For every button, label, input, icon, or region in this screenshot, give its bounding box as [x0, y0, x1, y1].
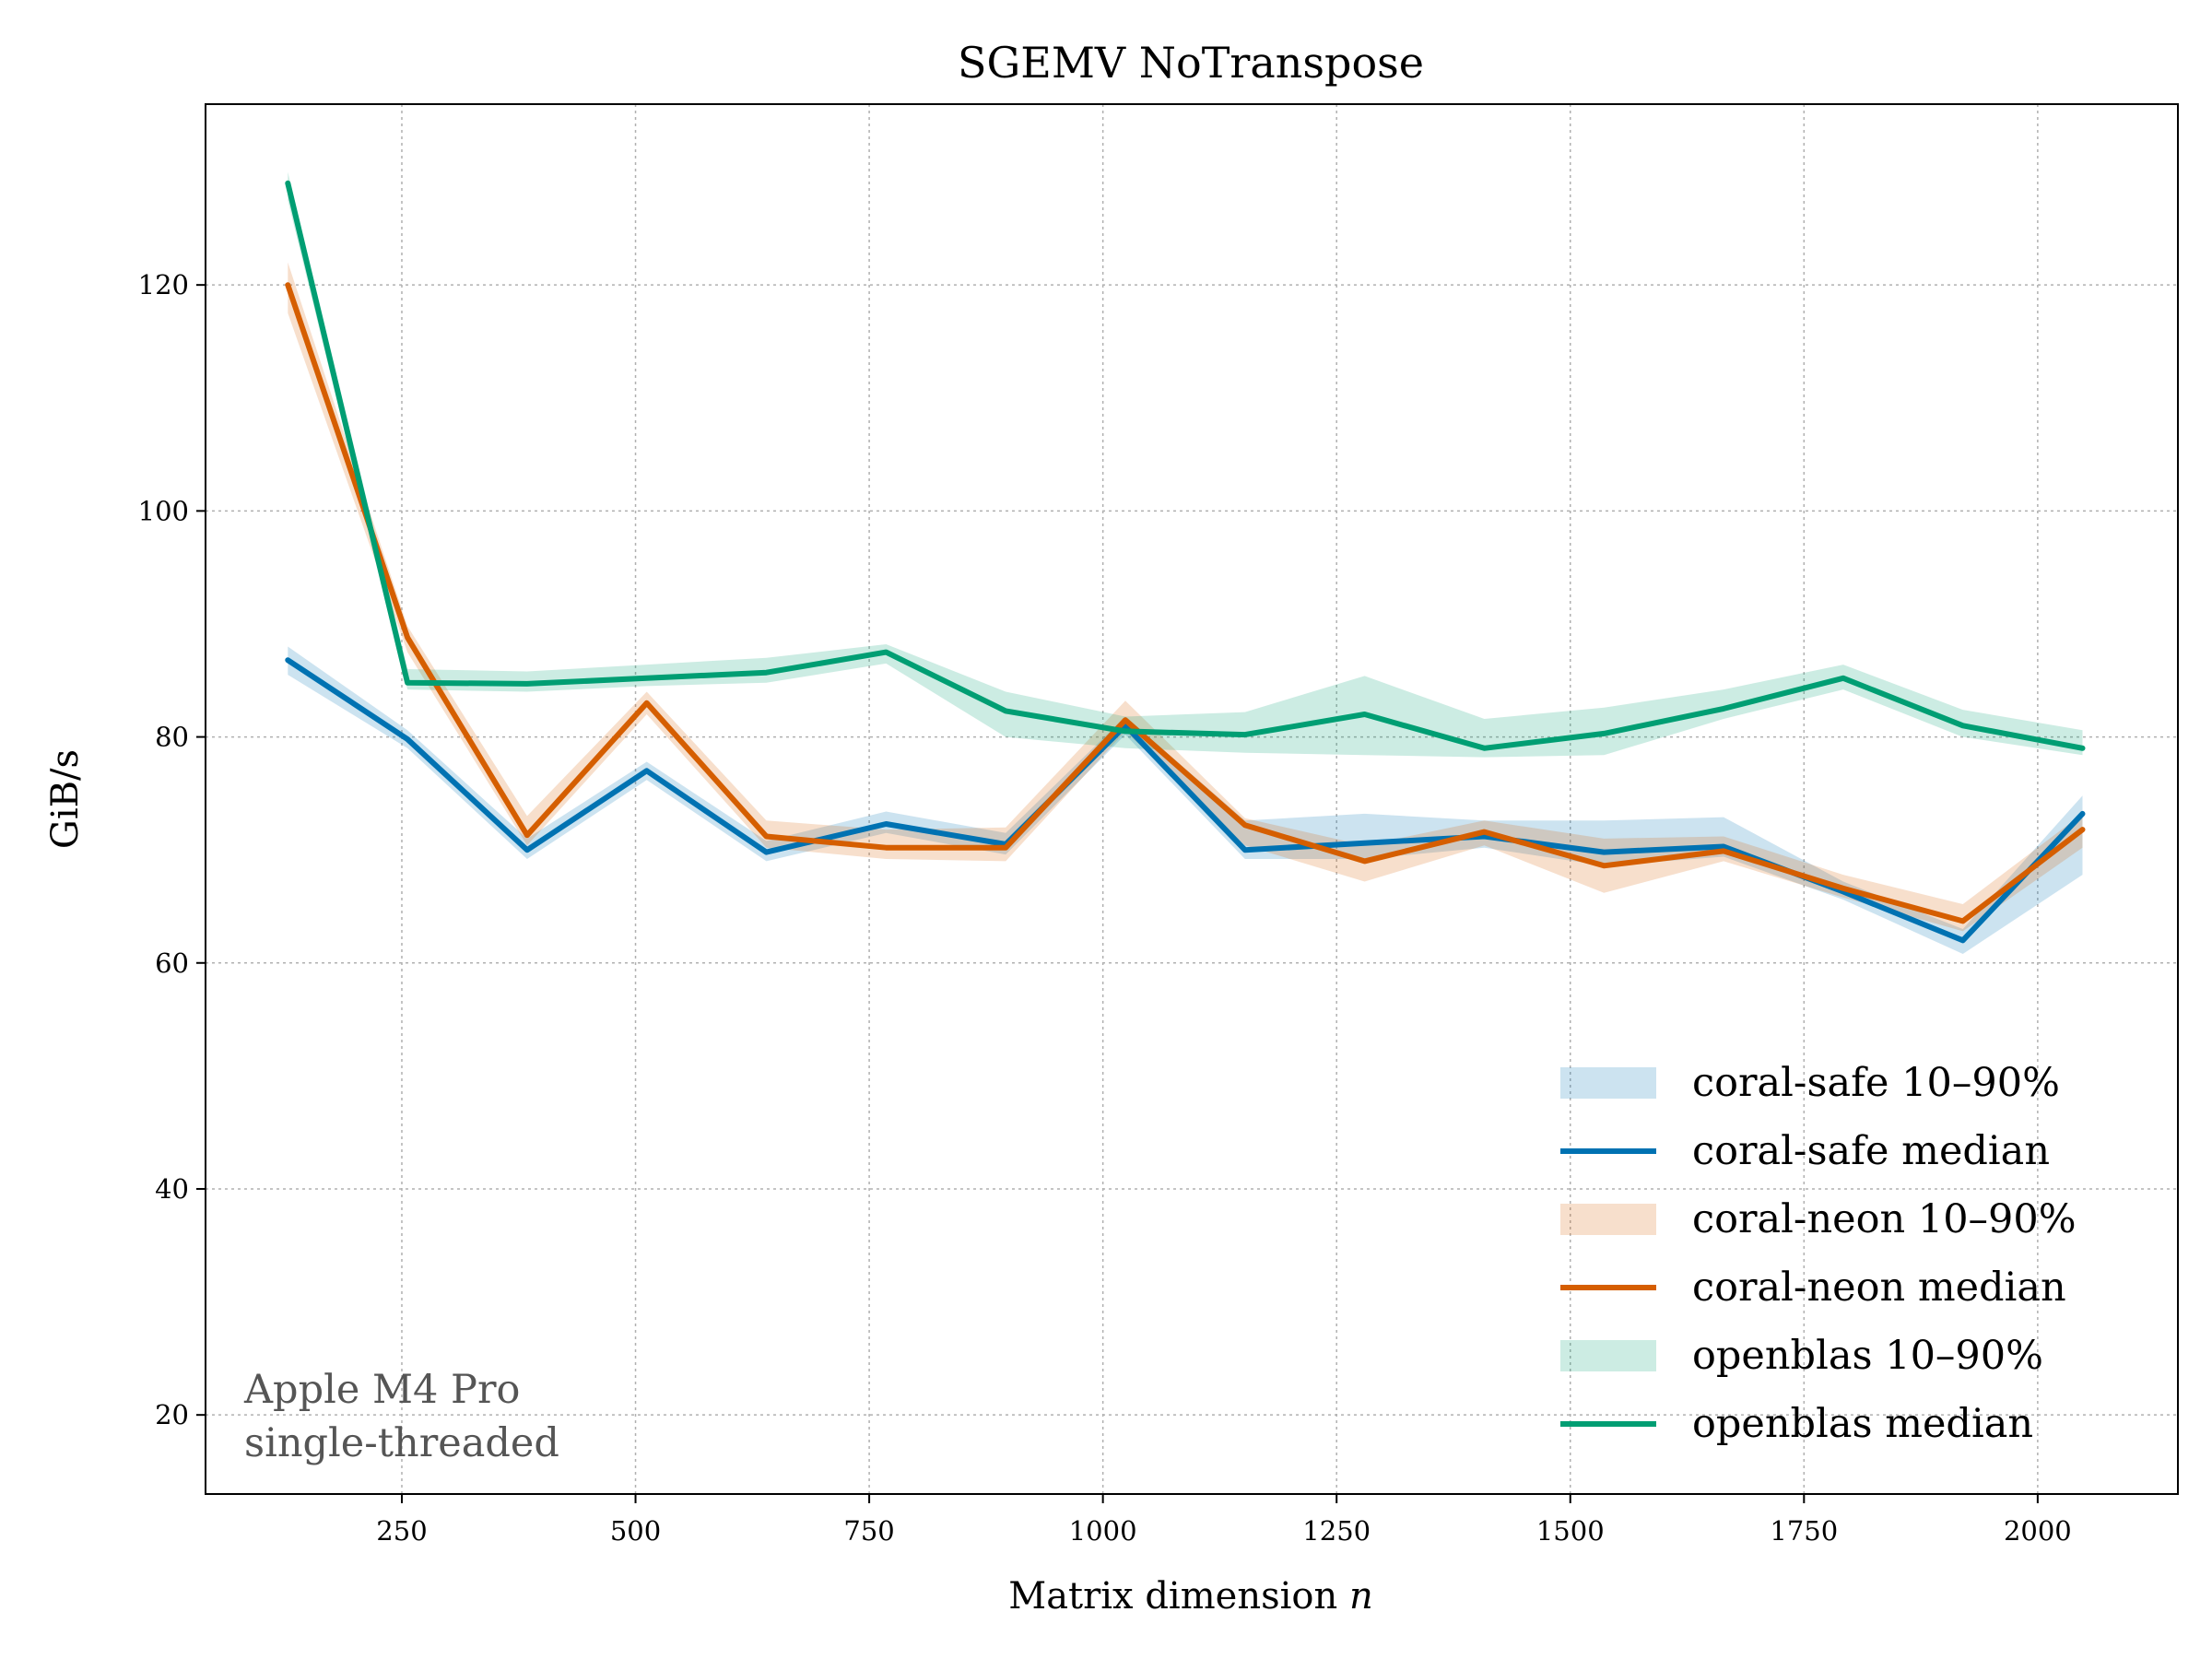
annotation-line-2: single-threaded: [244, 1420, 559, 1466]
x-tick-label: 1250: [1302, 1515, 1371, 1547]
y-tick-label: 20: [155, 1399, 189, 1430]
openblas-band-swatch: [1560, 1340, 1656, 1371]
openblas-median-label: openblas median: [1692, 1401, 2033, 1447]
coral-neon-band-label: coral-neon 10–90%: [1692, 1196, 2077, 1242]
bands: [288, 171, 2083, 954]
y-tick-label: 100: [138, 495, 189, 526]
openblas-band-label: openblas 10–90%: [1692, 1333, 2043, 1379]
plot-frame: [205, 103, 2179, 1495]
coral-safe-band: [288, 646, 2083, 954]
openblas-median-line: [285, 180, 2086, 751]
y-tick-label: 60: [155, 947, 189, 979]
y-tick-label: 120: [138, 269, 189, 300]
coral-neon-median-label: coral-neon median: [1692, 1265, 2066, 1311]
openblas-band: [288, 171, 2083, 758]
coral-safe-median-label: coral-safe median: [1692, 1128, 2050, 1174]
x-tick-label: 2000: [2004, 1515, 2072, 1547]
median-lines: [285, 180, 2086, 944]
x-tick-label: 250: [376, 1515, 427, 1547]
y-tick-label: 80: [155, 722, 189, 753]
x-axis-ticks: 250 500 750 1000 1250 1500 1750 2000: [376, 1494, 2072, 1547]
x-tick-label: 1500: [1536, 1515, 1605, 1547]
x-axis-label-var: n: [1349, 1575, 1373, 1618]
y-axis-label: GiB/s: [44, 749, 87, 849]
coral-neon-band-swatch: [1560, 1204, 1656, 1235]
coral-safe-band-label: coral-safe 10–90%: [1692, 1060, 2060, 1106]
x-tick-label: 500: [610, 1515, 661, 1547]
x-tick-label: 1000: [1069, 1515, 1137, 1547]
coral-safe-band-swatch: [1560, 1067, 1656, 1099]
y-tick-label: 40: [155, 1173, 189, 1205]
x-axis-label-text: Matrix dimension: [1008, 1575, 1337, 1618]
chart-title: SGEMV NoTranspose: [958, 38, 1424, 88]
x-axis-label: Matrix dimension n: [1008, 1575, 1372, 1618]
coral-neon-median-line: [285, 282, 2086, 924]
x-tick-label: 1750: [1770, 1515, 1838, 1547]
annotation-line-1: Apple M4 Pro: [243, 1367, 520, 1413]
x-tick-label: 750: [843, 1515, 894, 1547]
y-axis-ticks: 20 40 60 80 100 120: [138, 269, 206, 1430]
legend: coral-safe 10–90% coral-safe median coral-…: [1560, 1060, 2077, 1447]
